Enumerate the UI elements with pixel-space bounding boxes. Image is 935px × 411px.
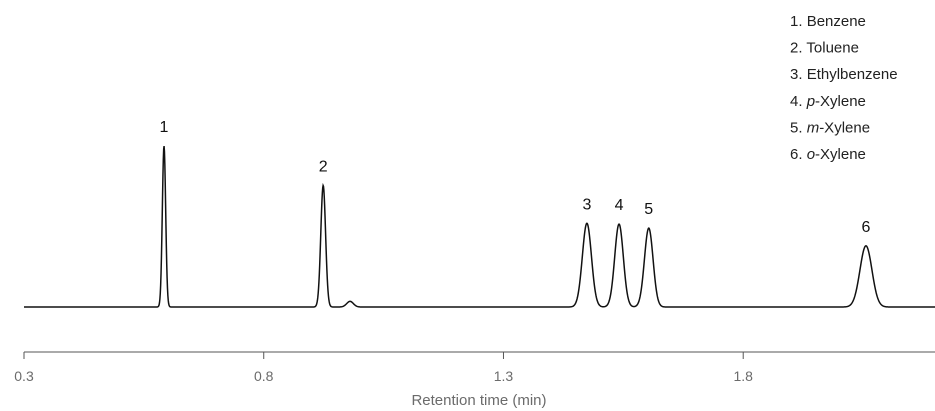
- peak-label-1: 1: [160, 119, 169, 136]
- legend-item: 6. o-Xylene: [790, 146, 866, 163]
- x-tick-label: 1.8: [733, 368, 753, 384]
- peak-label-6: 6: [862, 219, 871, 236]
- legend-item: 2. Toluene: [790, 40, 859, 57]
- legend-item: 1. Benzene: [790, 13, 866, 30]
- x-tick-label: 0.8: [254, 368, 274, 384]
- peak-label-5: 5: [644, 201, 653, 218]
- x-tick-label: 0.3: [14, 368, 34, 384]
- chromatogram-trace: [24, 145, 935, 308]
- legend: 1. Benzene 2. Toluene 3. Ethylbenzene 4. p-…: [790, 13, 898, 163]
- x-tick-label: 1.3: [494, 368, 514, 384]
- peak-labels: 1 2 3 4 5 6: [160, 119, 871, 236]
- peak-label-4: 4: [615, 197, 624, 214]
- legend-item: 3. Ethylbenzene: [790, 66, 898, 83]
- peak-label-3: 3: [582, 196, 591, 213]
- trace-layer: [24, 145, 935, 308]
- x-axis-title: Retention time (min): [411, 392, 546, 409]
- legend-item: 4. p-Xylene: [790, 93, 866, 110]
- x-axis: 0.3 0.8 1.3 1.8: [14, 351, 935, 384]
- legend-item: 5. m-Xylene: [790, 119, 870, 136]
- peak-label-2: 2: [319, 158, 328, 175]
